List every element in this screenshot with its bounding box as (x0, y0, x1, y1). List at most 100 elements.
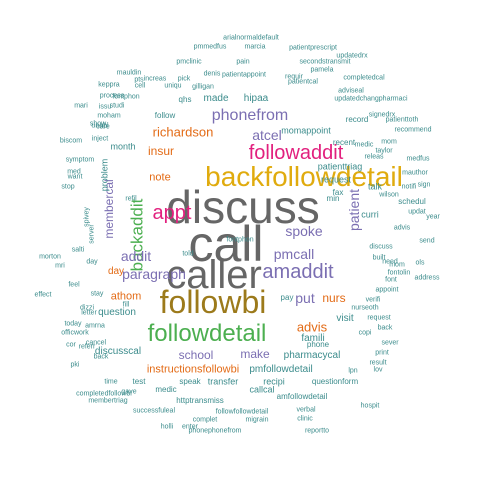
word-35: transfer (207, 376, 239, 387)
word-111: medic (354, 141, 374, 149)
word-7: amaddit (262, 261, 334, 283)
word-87: pmclinic (176, 58, 202, 66)
word-160: letter (81, 309, 97, 317)
word-122: advis (393, 224, 411, 232)
word-118: notifi (401, 183, 417, 191)
word-144: want (67, 173, 83, 181)
word-18: paragraph (122, 266, 186, 282)
word-163: officwork (61, 329, 89, 337)
word-17: addit (120, 248, 152, 264)
word-57: amfollowdetail (276, 392, 328, 401)
word-96: pick (177, 75, 191, 83)
word-1: call (188, 216, 264, 272)
word-168: back (93, 353, 109, 361)
word-41: momappoint (281, 125, 331, 136)
word-129: ols (415, 259, 425, 267)
word-102: arialnormaldefault (223, 34, 279, 42)
word-127: fontolin (387, 269, 411, 277)
word-145: stop (61, 183, 75, 191)
word-150: server (88, 224, 96, 244)
word-37: recipi (263, 376, 285, 387)
word-139: print (375, 349, 389, 357)
word-42: month (110, 141, 136, 152)
word-151: refil (125, 195, 137, 203)
word-88: pain (236, 58, 250, 66)
word-55: medic (155, 385, 177, 394)
word-120: updat (408, 208, 426, 216)
word-33: question (98, 307, 136, 318)
word-135: request (367, 314, 391, 322)
word-16: pmcall (273, 246, 315, 262)
word-27: discusscal (94, 346, 142, 357)
word-85: patientappoint (222, 71, 266, 79)
word-123: schedul (398, 197, 426, 206)
word-156: effect (34, 291, 52, 299)
word-73: follow (154, 111, 176, 120)
word-158: feel (68, 281, 80, 289)
word-131: font (385, 276, 397, 284)
word-166: referr (78, 343, 96, 351)
word-148: med (67, 168, 81, 176)
word-2: caller (166, 253, 262, 297)
word-154: salti (71, 246, 85, 254)
word-64: enter (182, 423, 198, 431)
word-155: morton (39, 253, 61, 261)
word-40: hipaa (243, 93, 269, 104)
word-134: nurseoth (351, 304, 379, 312)
word-97: keppra (98, 81, 120, 89)
word-9: phonefrom (211, 107, 289, 124)
word-75: fontphon (112, 93, 140, 101)
word-25: school (178, 348, 214, 362)
word-95: increas (143, 75, 167, 83)
word-56: httptransmiss (176, 396, 224, 405)
word-91: requir (285, 73, 303, 81)
word-21: advis (296, 319, 328, 335)
word-62: reportto (304, 427, 330, 435)
word-34: day (107, 266, 125, 277)
word-140: result (369, 359, 387, 367)
word-54: test (132, 377, 146, 386)
word-52: phone (306, 340, 330, 349)
word-147: biscom (59, 137, 83, 145)
word-130: address (414, 274, 440, 282)
word-172: unabl (91, 122, 109, 130)
word-31: famili (301, 333, 325, 344)
word-81: gilligan (192, 83, 214, 91)
word-4: followbi (159, 284, 267, 320)
word-138: sever (381, 339, 399, 347)
word-126: mom (389, 261, 405, 269)
word-38: questionform (311, 377, 359, 386)
word-72: completedfollowbi (76, 390, 132, 398)
word-39: made (203, 93, 229, 104)
word-98: process (99, 92, 125, 100)
word-29: pmfollowdetail (249, 364, 313, 375)
word-45: patienttriag (317, 161, 363, 172)
word-71: time (104, 378, 118, 386)
word-90: pamela (310, 66, 334, 74)
word-143: pay (280, 293, 294, 302)
word-109: recommend (394, 126, 432, 134)
word-50: record (345, 115, 369, 124)
word-24: athom (110, 290, 142, 303)
word-146: symptom (65, 156, 95, 164)
word-47: talk (367, 181, 383, 192)
word-116: sign (417, 181, 431, 189)
word-110: mom (381, 138, 397, 146)
word-77: care (96, 123, 110, 131)
word-0: discuss (166, 181, 320, 233)
word-32: visit (336, 313, 354, 324)
word-100: mari (74, 102, 88, 110)
word-162: today (64, 320, 82, 328)
word-28: instructionsfollowbi (146, 363, 240, 376)
word-153: fill (122, 301, 130, 309)
word-141: lov (373, 366, 383, 374)
word-15: patient (346, 188, 362, 232)
word-43: problem (99, 158, 110, 192)
word-26: make (240, 347, 270, 361)
word-8: appt (152, 202, 192, 224)
word-51: recent (332, 138, 356, 147)
word-67: verbal (296, 406, 316, 414)
word-86: denis (203, 70, 221, 78)
word-74: qhs (178, 95, 192, 104)
